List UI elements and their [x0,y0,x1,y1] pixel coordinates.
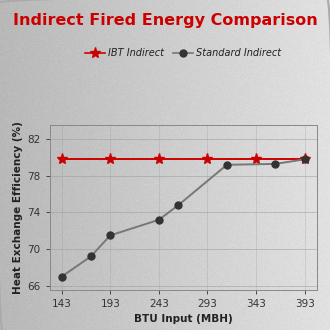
Y-axis label: Heat Exchange Efficiency (%): Heat Exchange Efficiency (%) [13,121,23,294]
Text: Indirect Fired Energy Comparison: Indirect Fired Energy Comparison [13,13,317,28]
Legend: IBT Indirect, Standard Indirect: IBT Indirect, Standard Indirect [82,45,285,62]
X-axis label: BTU Input (MBH): BTU Input (MBH) [134,314,233,324]
